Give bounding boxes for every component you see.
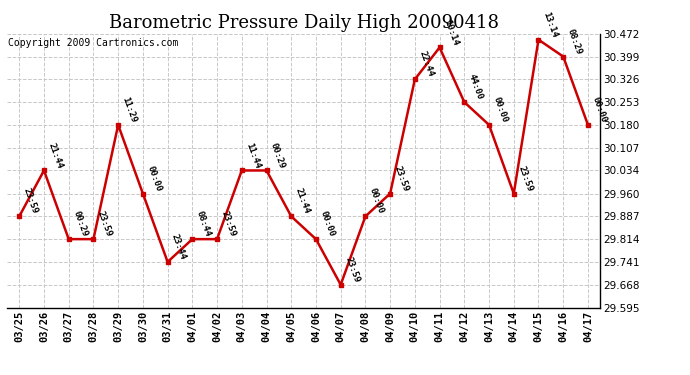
Text: 23:44: 23:44 xyxy=(170,232,188,261)
Text: 00:00: 00:00 xyxy=(491,96,509,124)
Text: 00:00: 00:00 xyxy=(146,164,163,193)
Text: 23:59: 23:59 xyxy=(516,164,534,193)
Text: 21:44: 21:44 xyxy=(294,187,311,215)
Text: 23:59: 23:59 xyxy=(393,164,411,193)
Text: 21:44: 21:44 xyxy=(46,141,64,170)
Text: 08:29: 08:29 xyxy=(566,27,583,56)
Text: 23:59: 23:59 xyxy=(343,255,361,284)
Text: 22:44: 22:44 xyxy=(417,50,435,78)
Text: 00:00: 00:00 xyxy=(318,210,336,238)
Text: 13:14: 13:14 xyxy=(541,10,559,39)
Text: 00:29: 00:29 xyxy=(269,141,286,170)
Text: 00:00: 00:00 xyxy=(368,187,386,215)
Title: Barometric Pressure Daily High 20090418: Barometric Pressure Daily High 20090418 xyxy=(108,14,499,32)
Text: 10:14: 10:14 xyxy=(442,18,460,46)
Text: Copyright 2009 Cartronics.com: Copyright 2009 Cartronics.com xyxy=(8,38,179,48)
Text: 00:29: 00:29 xyxy=(71,210,89,238)
Text: 44:00: 44:00 xyxy=(466,73,484,101)
Text: 00:00: 00:00 xyxy=(591,96,608,124)
Text: 11:29: 11:29 xyxy=(121,96,138,124)
Text: 23:59: 23:59 xyxy=(22,187,39,215)
Text: 08:44: 08:44 xyxy=(195,210,213,238)
Text: 11:44: 11:44 xyxy=(244,141,262,170)
Text: 23:59: 23:59 xyxy=(219,210,237,238)
Text: 23:59: 23:59 xyxy=(96,210,114,238)
